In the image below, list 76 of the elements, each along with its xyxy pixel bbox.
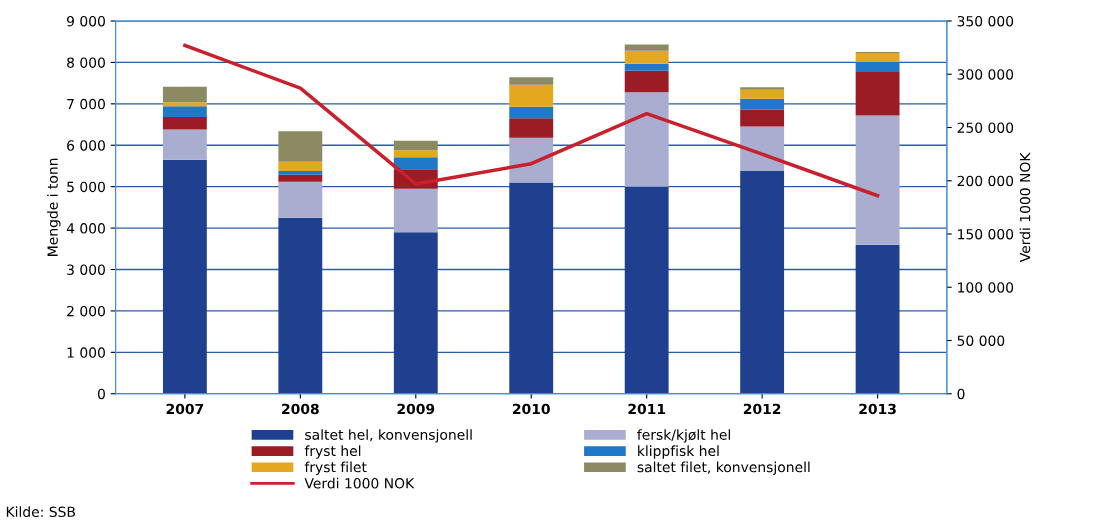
bar: [393, 232, 438, 394]
y-tick-label: 8 000: [67, 57, 105, 68]
text: Kilde: SSB: [6, 506, 75, 518]
y2-tick-label: 50 000: [957, 335, 1005, 346]
bar: [624, 186, 669, 394]
bar: [278, 217, 323, 394]
y2-axis-title: Verdi 1000 NOK: [1019, 152, 1031, 263]
legend-label: saltet filet, konvensjonell: [637, 461, 810, 476]
y-tick-label: 0: [97, 388, 105, 400]
bar: [740, 89, 785, 99]
bar: [393, 150, 438, 158]
bar: [509, 77, 554, 85]
x-tick-label: 2009: [397, 403, 435, 415]
bar: [855, 52, 900, 62]
y2-tick-label: 150 000: [958, 228, 1014, 240]
bar: [624, 70, 669, 93]
bar: [509, 106, 554, 119]
y-tick-label: 2 000: [67, 305, 105, 317]
line-series: [183, 43, 880, 198]
y2-tick-label: 200 000: [957, 175, 1014, 187]
bar: [855, 244, 900, 394]
legend-label: saltet hel, konvensjonell: [305, 429, 472, 443]
legend-label: klippfisk hel: [638, 445, 719, 459]
bar: [162, 102, 207, 107]
bar: [278, 170, 323, 175]
bar: [855, 115, 900, 245]
x-tick-label: 2007: [166, 403, 204, 415]
bar: [162, 86, 207, 103]
bar: [278, 181, 323, 218]
bar: [624, 44, 669, 51]
bar: [740, 98, 785, 110]
bar: [393, 140, 438, 151]
bar: [162, 159, 207, 394]
bar: [162, 117, 207, 130]
y-tick-label: 1 000: [67, 347, 105, 358]
bar: [624, 63, 669, 71]
x-tick-label: 2012: [743, 403, 781, 415]
bar: [740, 170, 785, 394]
y2-tick-label: 300 000: [957, 69, 1014, 80]
legend-label: fryst hel: [304, 445, 361, 459]
bar: [393, 157, 438, 170]
y-tick-label: 7 000: [67, 98, 105, 110]
y2-tick-label: 350 000: [957, 15, 1014, 27]
y-tick-label: 5 000: [67, 181, 105, 193]
bar: [278, 161, 323, 171]
bar: [162, 129, 207, 160]
y2-tick-label: 100 000: [958, 282, 1014, 293]
y-tick-label: 6 000: [67, 140, 105, 151]
bar: [509, 137, 554, 183]
bar: [740, 109, 785, 127]
y-tick-label: 3 000: [67, 264, 105, 275]
x-tick-label: 2010: [513, 403, 550, 415]
bar: [509, 118, 554, 138]
y2-tick-label: 0: [957, 388, 965, 400]
bar: [740, 87, 785, 90]
x-tick-label: 2008: [282, 403, 319, 415]
bar: [393, 188, 438, 233]
bar: [740, 126, 785, 171]
bar: [624, 50, 669, 64]
y-axis-title: Mengde i tonn: [47, 158, 61, 256]
bar: [509, 84, 554, 107]
y-tick-label: 4 000: [66, 223, 105, 234]
legend-label: fersk/kjølt hel: [637, 429, 730, 443]
legend-label: fryst filet: [304, 461, 367, 476]
y-tick-label: 9 000: [67, 15, 105, 27]
y2-tick-label: 250 000: [957, 122, 1014, 133]
bar: [855, 71, 900, 116]
bar: [509, 182, 554, 394]
bar: [162, 106, 207, 118]
bar: [855, 62, 900, 72]
bar: [278, 131, 323, 162]
legend-label: Verdi 1000 NOK: [304, 477, 415, 489]
x-tick-label: 2013: [859, 403, 896, 415]
bar: [624, 92, 669, 187]
bar: [278, 174, 323, 182]
x-tick-label: 2011: [628, 403, 666, 415]
